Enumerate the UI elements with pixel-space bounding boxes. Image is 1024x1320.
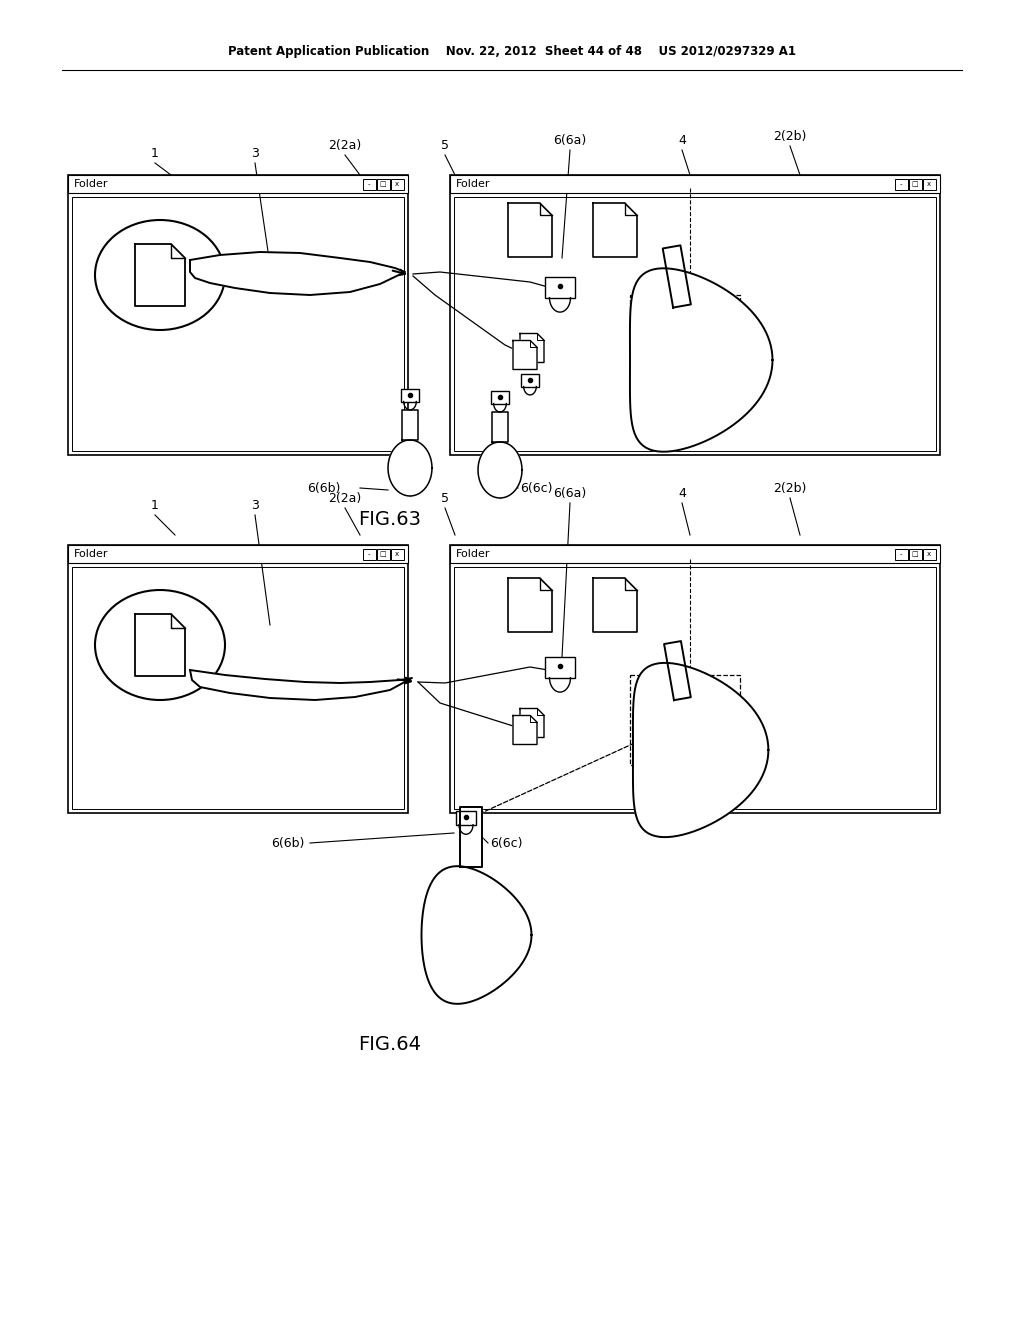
Bar [521, 375, 539, 387]
Polygon shape [492, 412, 508, 442]
Text: -: - [368, 181, 371, 187]
Bar [401, 389, 419, 401]
Text: x: x [927, 550, 931, 557]
Bar [923, 549, 936, 560]
Text: 5: 5 [441, 492, 449, 506]
Bar [630, 294, 740, 385]
Text: □: □ [911, 550, 919, 557]
Text: 1: 1 [152, 499, 159, 512]
Text: 4: 4 [678, 135, 686, 147]
Polygon shape [593, 203, 637, 257]
Polygon shape [508, 203, 552, 257]
Text: Folder: Folder [74, 180, 109, 189]
Bar [68, 176, 408, 193]
Bar [545, 657, 575, 677]
Text: 2(2b): 2(2b) [773, 129, 807, 143]
Text: 6(6a): 6(6a) [553, 135, 587, 147]
Text: 4: 4 [678, 487, 686, 500]
Bar [377, 178, 390, 190]
Polygon shape [460, 807, 482, 867]
Text: Folder: Folder [74, 549, 109, 558]
Text: x: x [395, 181, 399, 187]
Text: 6(6c): 6(6c) [490, 837, 522, 850]
Bar [909, 178, 922, 190]
Bar [391, 178, 404, 190]
Text: 2(2b): 2(2b) [773, 482, 807, 495]
Text: 2(2a): 2(2a) [329, 139, 361, 152]
Bar [895, 549, 908, 560]
Bar [72, 197, 404, 451]
Polygon shape [422, 866, 531, 1003]
Polygon shape [513, 715, 537, 744]
Polygon shape [513, 341, 537, 370]
Text: 2(2a): 2(2a) [329, 492, 361, 506]
Text: 3: 3 [251, 499, 259, 512]
Bar [68, 545, 408, 564]
Bar [909, 549, 922, 560]
Text: -: - [368, 550, 371, 557]
Polygon shape [388, 440, 432, 496]
Text: □: □ [380, 550, 386, 557]
Bar [454, 568, 936, 809]
Polygon shape [630, 268, 772, 451]
Bar [391, 549, 404, 560]
Text: 5: 5 [441, 139, 449, 152]
Bar [450, 176, 940, 193]
Bar [362, 549, 376, 560]
Bar [630, 675, 740, 766]
Bar [450, 176, 940, 455]
Polygon shape [633, 663, 768, 837]
Polygon shape [520, 334, 544, 363]
Polygon shape [190, 671, 412, 700]
Polygon shape [508, 578, 552, 632]
Text: 1: 1 [152, 147, 159, 160]
Text: x: x [395, 550, 399, 557]
Bar [362, 178, 376, 190]
Text: Patent Application Publication    Nov. 22, 2012  Sheet 44 of 48    US 2012/02973: Patent Application Publication Nov. 22, … [228, 45, 796, 58]
Bar [895, 178, 908, 190]
Polygon shape [663, 246, 691, 308]
Polygon shape [135, 614, 185, 676]
Polygon shape [520, 709, 544, 738]
Polygon shape [190, 252, 406, 294]
Bar [72, 568, 404, 809]
Bar [68, 176, 408, 455]
Text: 6(6b): 6(6b) [271, 837, 305, 850]
Bar [450, 545, 940, 564]
Polygon shape [135, 244, 185, 306]
Text: -: - [900, 181, 902, 187]
Bar [923, 178, 936, 190]
Text: FIG.64: FIG.64 [358, 1035, 422, 1053]
Bar [450, 545, 940, 813]
Text: x: x [927, 181, 931, 187]
Text: □: □ [911, 181, 919, 187]
Text: FIG.63: FIG.63 [358, 510, 422, 529]
Bar [68, 545, 408, 813]
Text: 3: 3 [251, 147, 259, 160]
Text: 6(6b): 6(6b) [306, 482, 340, 495]
Text: Folder: Folder [456, 549, 490, 558]
Text: 6(6c): 6(6c) [520, 482, 553, 495]
Text: Folder: Folder [456, 180, 490, 189]
Polygon shape [665, 642, 691, 700]
Text: -: - [900, 550, 902, 557]
Bar [377, 549, 390, 560]
Polygon shape [478, 442, 522, 498]
Bar [454, 197, 936, 451]
Bar [545, 277, 575, 297]
Polygon shape [402, 411, 418, 440]
Text: □: □ [380, 181, 386, 187]
Text: 6(6a): 6(6a) [553, 487, 587, 500]
Polygon shape [593, 578, 637, 632]
Bar [456, 810, 476, 825]
Bar [490, 392, 509, 404]
